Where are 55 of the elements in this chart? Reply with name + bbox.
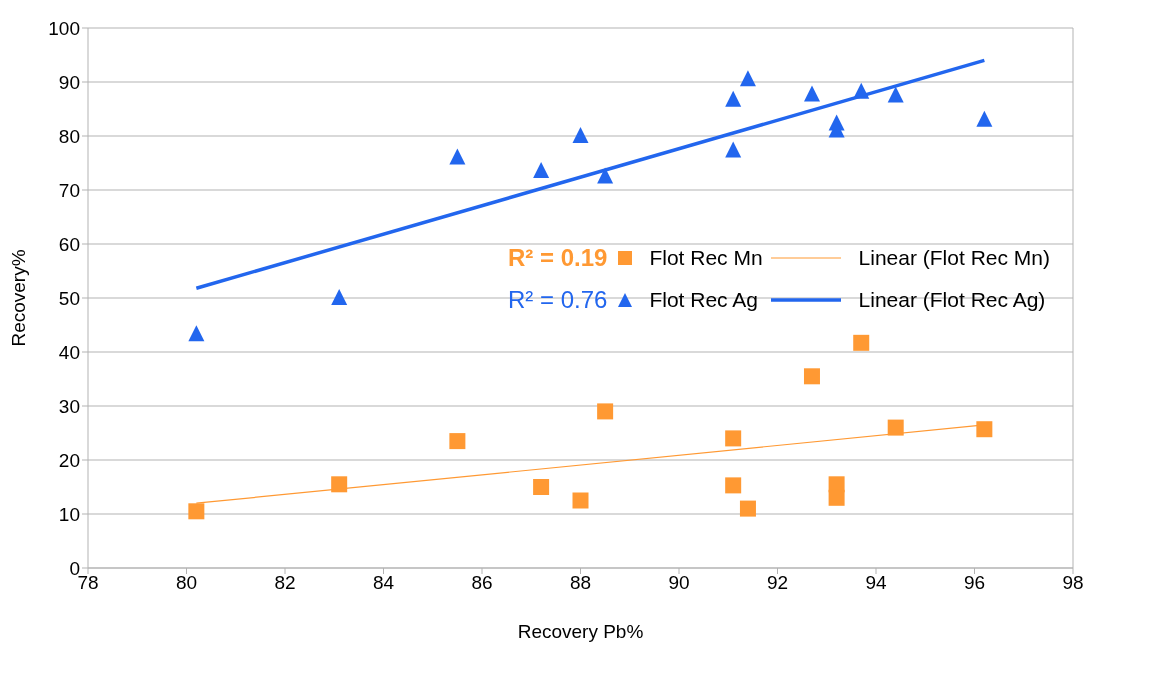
point [803,368,820,385]
x-tick-label: 98 [1062,572,1084,594]
y-tick-label: 70 [58,179,80,201]
x-tick-label: 80 [175,572,198,594]
point [725,141,742,158]
point [188,503,205,520]
point [331,476,348,493]
y-tick-label: 90 [58,71,80,93]
point [887,86,904,103]
point [572,127,589,143]
x-tick-label: 92 [766,572,789,594]
y-tick-label: 80 [58,125,80,147]
x-tick-label: 86 [471,572,493,594]
point [828,489,845,506]
x-tick-label: 88 [569,572,592,594]
y-tick-label: 40 [58,341,80,363]
point [976,110,993,127]
point [533,162,550,179]
point [188,325,205,342]
annotation: R² = 0.19 [508,244,608,272]
annotation: R² = 0.76 [508,286,608,314]
y-tick-label: 100 [48,17,80,39]
x-tick-label: 96 [963,572,986,594]
legend-label: Flot Rec Ag [649,288,759,312]
x-tick-label: 94 [865,572,887,594]
legend-label: Flot Rec Mn [649,246,763,270]
y-tick-label: 20 [58,449,80,471]
y-tick-label: 30 [58,395,80,417]
y-axis-title: Recovery% [7,249,29,347]
point [887,419,904,436]
point [739,500,756,517]
legend-label: Linear (Flot Rec Ag) [858,288,1047,312]
point [725,430,742,447]
point [597,403,614,420]
point [976,421,993,438]
point [597,167,614,184]
x-tick-label: 82 [274,572,296,594]
point [449,433,466,450]
y-tick-label: 10 [58,503,80,525]
point [725,90,742,107]
point [803,85,820,102]
x-tick-label: 84 [372,572,395,594]
point [572,492,589,509]
point [533,479,550,495]
point [853,334,870,351]
point [739,70,756,87]
point [853,82,870,99]
x-tick-label: 90 [668,572,690,594]
x-axis-title: Recovery Pb% [517,621,644,642]
legend-label: Linear (Flot Rec Mn) [858,246,1050,270]
point [725,477,742,494]
y-tick-label: 50 [58,287,80,309]
point [449,148,466,165]
y-tick-label: 60 [58,233,80,255]
point [331,289,348,305]
